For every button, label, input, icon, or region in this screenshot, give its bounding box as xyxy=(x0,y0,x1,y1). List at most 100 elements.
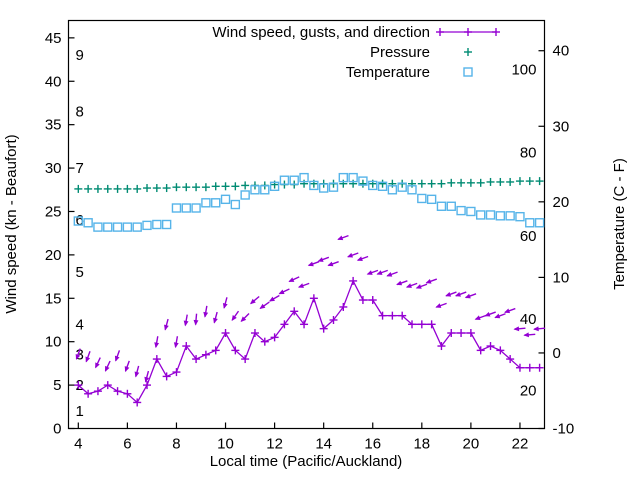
arrow-head xyxy=(278,289,285,295)
beaufort-label: 7 xyxy=(76,160,84,177)
data-point xyxy=(485,210,496,220)
series-1 xyxy=(74,276,544,407)
wind-direction-arrow xyxy=(425,278,438,284)
arrow-head xyxy=(213,317,218,324)
y-tick-label: 20 xyxy=(45,247,62,264)
arrow-head xyxy=(231,315,237,321)
beaufort-label: 4 xyxy=(76,316,84,333)
wind-direction-arrow xyxy=(278,288,290,295)
wind-direction-arrow xyxy=(484,311,496,317)
arrow-head xyxy=(105,365,110,372)
arrow-head xyxy=(259,303,266,309)
wind-direction-arrow xyxy=(114,350,121,362)
data-point xyxy=(328,182,339,192)
arrow-head xyxy=(173,342,179,349)
wind-direction-arrow xyxy=(396,280,408,286)
arrow-head xyxy=(425,278,432,284)
wind-direction-arrow xyxy=(154,336,160,349)
data-point xyxy=(211,198,221,208)
y-tick-label: 35 xyxy=(45,117,62,134)
wind-direction-arrow xyxy=(376,269,388,275)
plot-frame xyxy=(67,19,546,430)
data-point xyxy=(112,222,123,232)
fahrenheit-label: 40 xyxy=(520,311,537,328)
wind-direction-arrow xyxy=(240,313,250,322)
wind-direction-arrows xyxy=(75,234,546,383)
y-tick-label: 25 xyxy=(45,203,62,220)
data-point xyxy=(397,182,407,192)
y2-tick-label: 40 xyxy=(553,43,570,60)
series-3 xyxy=(73,172,545,232)
beaufort-label: 6 xyxy=(76,212,84,229)
wind-direction-arrow xyxy=(104,360,111,372)
arrow-head xyxy=(193,319,199,326)
wind-direction-arrow xyxy=(259,301,270,309)
x-tick-label: 4 xyxy=(74,436,82,453)
data-point xyxy=(338,172,349,183)
wind-direction-arrow xyxy=(124,360,130,373)
arrow-head xyxy=(222,302,228,309)
data-point xyxy=(152,219,162,230)
data-point xyxy=(456,205,466,216)
x-axis-title: Local time (Pacific/Auckland) xyxy=(210,453,403,470)
wind-direction-arrow xyxy=(533,326,546,332)
y2-tick-label: 20 xyxy=(553,194,570,211)
arrow-head xyxy=(386,272,393,277)
x-tick-label: 18 xyxy=(413,436,430,453)
y2-tick-label: 0 xyxy=(553,345,561,362)
data-point xyxy=(132,222,142,232)
arrow-head xyxy=(464,293,471,299)
beaufort-label: 8 xyxy=(76,104,84,121)
y-tick-label: 45 xyxy=(45,30,62,47)
arrow-head xyxy=(250,298,256,305)
data-point xyxy=(279,175,290,185)
arrow-head xyxy=(327,261,334,267)
arrow-head xyxy=(484,311,491,317)
beaufort-label: 1 xyxy=(76,403,84,420)
x-tick-label: 8 xyxy=(172,436,180,453)
arrow-head xyxy=(288,277,295,282)
data-point xyxy=(201,198,211,208)
y2-tick-label: -10 xyxy=(553,421,575,438)
data-point xyxy=(191,203,201,213)
beaufort-label: 5 xyxy=(76,264,84,281)
arrow-head xyxy=(494,313,501,319)
data-point xyxy=(358,176,368,186)
fahrenheit-scale-labels: 20 40 60 80 100 xyxy=(511,62,536,400)
legend-label: Wind speed, gusts, and direction xyxy=(212,24,430,41)
arrow-head xyxy=(523,332,530,338)
wind-direction-arrow xyxy=(504,307,516,314)
fahrenheit-label: 20 xyxy=(520,383,537,400)
data-point xyxy=(476,210,486,220)
beaufort-label: 3 xyxy=(76,347,84,364)
beaufort-scale-labels: 123456789 xyxy=(76,47,84,420)
data-point xyxy=(299,172,309,183)
wind-direction-arrow xyxy=(366,269,379,275)
y-axis-title: Wind speed (kn - Beaufort) xyxy=(3,134,20,313)
y2-axis-ticks: -10 0 10 20 30 40 xyxy=(538,43,575,438)
data-point xyxy=(171,203,182,213)
wind-direction-arrow xyxy=(494,313,506,319)
wind-direction-arrow xyxy=(386,271,398,277)
arrow-head xyxy=(405,283,412,288)
arrow-head xyxy=(124,366,130,373)
data-point xyxy=(181,203,191,213)
data-point xyxy=(505,211,515,221)
data-point xyxy=(73,216,84,226)
arrow-head xyxy=(347,252,354,258)
arrow-head xyxy=(297,283,304,288)
arrow-head xyxy=(435,303,442,308)
arrow-head xyxy=(85,356,91,363)
data-point xyxy=(368,180,378,191)
arrow-head xyxy=(164,324,169,331)
arrow-head xyxy=(307,261,314,267)
arrow-head xyxy=(366,270,373,275)
arrow-head xyxy=(504,308,511,314)
arrow-head xyxy=(474,315,481,321)
wind-direction-arrow xyxy=(435,302,447,308)
wind-direction-arrow xyxy=(164,318,169,331)
x-tick-label: 22 xyxy=(512,436,529,453)
arrow-head xyxy=(183,320,189,327)
